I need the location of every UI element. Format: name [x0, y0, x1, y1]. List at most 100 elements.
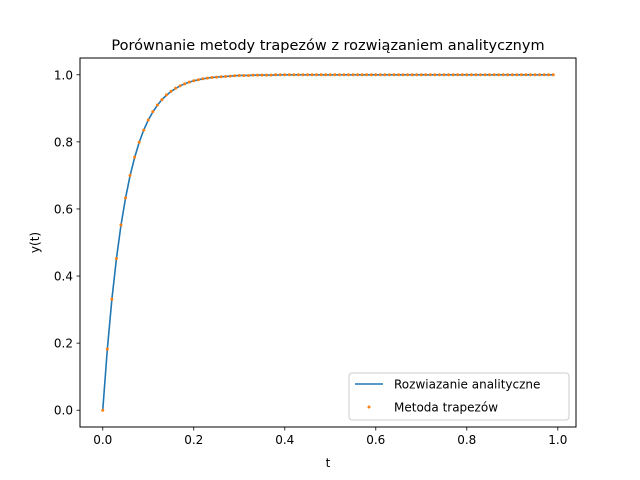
legend-label-trapezoid: Metoda trapezów [394, 401, 498, 415]
trapezoid-point [397, 73, 401, 77]
trapezoid-point [497, 73, 501, 77]
x-tick-label: 1.0 [548, 433, 567, 447]
legend-marker-trapezoid [367, 405, 371, 409]
trapezoid-point [292, 73, 296, 77]
trapezoid-point [196, 78, 200, 82]
trapezoid-point [205, 76, 209, 80]
trapezoid-point [210, 75, 214, 79]
trapezoid-point [110, 297, 114, 301]
trapezoid-point [274, 73, 278, 77]
trapezoid-point [324, 73, 328, 77]
trapezoid-point [310, 73, 314, 77]
plot-series [101, 73, 555, 412]
trapezoid-point [346, 73, 350, 77]
x-axis-label: t [326, 456, 331, 470]
trapezoid-point [333, 73, 337, 77]
trapezoid-point [406, 73, 410, 77]
trapezoid-point [501, 73, 505, 77]
trapezoid-point [187, 80, 191, 84]
trapezoid-point [506, 73, 510, 77]
trapezoid-point [164, 93, 168, 97]
trapezoid-point [251, 73, 255, 77]
trapezoid-point [547, 73, 551, 77]
chart-title: Porównanie metody trapezów z rozwiązanie… [111, 38, 544, 54]
trapezoid-point [387, 73, 391, 77]
trapezoid-point [469, 73, 473, 77]
trapezoid-point [419, 73, 423, 77]
trapezoid-point [428, 73, 432, 77]
x-tick-label: 0.4 [275, 433, 294, 447]
trapezoid-point [255, 73, 259, 77]
trapezoid-point [351, 73, 355, 77]
trapezoid-point [465, 73, 469, 77]
y-tick-label: 0.0 [54, 404, 73, 418]
trapezoid-point [383, 73, 387, 77]
trapezoid-point [278, 73, 282, 77]
trapezoid-point [233, 74, 237, 78]
trapezoid-point [515, 73, 519, 77]
trapezoid-point [356, 73, 360, 77]
trapezoid-point [433, 73, 437, 77]
trapezoid-point [315, 73, 319, 77]
legend-label-analytic: Rozwiazanie analityczne [394, 378, 540, 392]
trapezoid-point [283, 73, 287, 77]
trapezoid-point [174, 86, 178, 90]
trapezoid-point [146, 118, 150, 122]
trapezoid-point [287, 73, 291, 77]
trapezoid-point [474, 73, 478, 77]
plot-frame [79, 57, 577, 428]
trapezoid-point [124, 196, 127, 200]
trapezoid-point [246, 73, 250, 77]
trapezoid-point [365, 73, 369, 77]
trapezoid-point [533, 73, 537, 77]
trapezoid-point [451, 73, 455, 77]
y-tick-label: 0.8 [54, 135, 73, 149]
trapezoid-point [133, 155, 137, 159]
trapezoid-point [160, 98, 164, 102]
trapezoid-point [192, 79, 196, 83]
trapezoid-point [392, 73, 396, 77]
trapezoid-point [128, 173, 132, 177]
trapezoid-point [142, 128, 146, 132]
trapezoid-point [510, 73, 514, 77]
x-tick-label: 0.2 [184, 433, 203, 447]
y-tick-label: 0.6 [54, 202, 73, 216]
trapezoid-point [360, 73, 364, 77]
y-axis-label: y(t) [28, 232, 42, 253]
trapezoid-point [328, 73, 332, 77]
trapezoid-point [542, 73, 546, 77]
trapezoid-point [442, 73, 446, 77]
trapezoid-point [551, 73, 555, 77]
trapezoid-point [228, 74, 232, 78]
legend-box [348, 372, 570, 421]
trapezoid-point [119, 223, 123, 227]
trapezoid-point [215, 75, 219, 79]
trapezoid-point [260, 73, 264, 77]
y-tick-label: 1.0 [54, 68, 73, 82]
trapezoid-point [296, 73, 300, 77]
trapezoid-point [114, 257, 118, 261]
trapezoid-point [224, 74, 228, 78]
trapezoid-point [524, 73, 528, 77]
x-tick-label: 0.0 [93, 433, 112, 447]
trapezoid-point [337, 73, 341, 77]
trapezoid-point [369, 73, 373, 77]
y-tick-label: 0.2 [54, 337, 73, 351]
x-tick-label: 0.8 [457, 433, 476, 447]
trapezoid-point [456, 73, 460, 77]
trapezoid-point [378, 73, 382, 77]
trapezoid-point [178, 84, 182, 88]
trapezoid-point [265, 73, 269, 77]
trapezoid-point [401, 73, 405, 77]
legend: Rozwiazanie analityczne Metoda trapezów [348, 372, 570, 421]
trapezoid-point [183, 82, 187, 86]
trapezoid-point [242, 73, 246, 77]
trapezoid-point [306, 73, 310, 77]
trapezoid-point [492, 73, 496, 77]
trapezoid-point [201, 77, 205, 81]
trapezoid-point [155, 103, 159, 107]
trapezoid-point [410, 73, 414, 77]
trapezoid-point [374, 73, 378, 77]
trapezoid-point [137, 140, 141, 144]
